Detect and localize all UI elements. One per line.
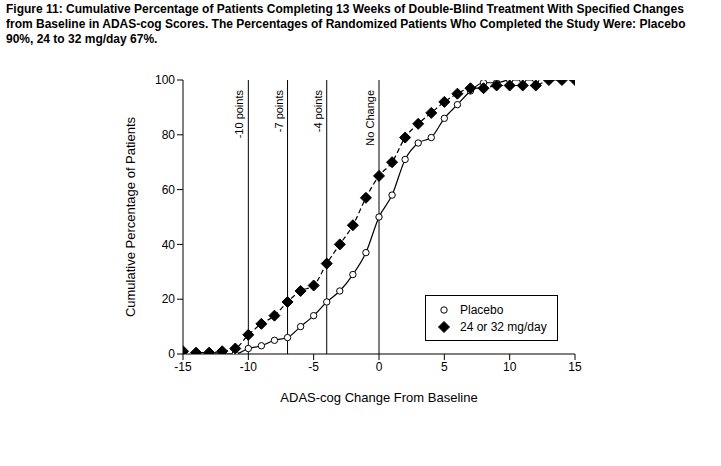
svg-text:80: 80 <box>162 128 176 142</box>
svg-text:-4 points: -4 points <box>312 90 324 133</box>
svg-text:20: 20 <box>162 292 176 306</box>
svg-text:-15: -15 <box>174 360 192 374</box>
svg-text:No Change: No Change <box>364 90 376 146</box>
svg-text:0: 0 <box>376 360 383 374</box>
svg-text:15: 15 <box>568 360 582 374</box>
svg-text:60: 60 <box>162 183 176 197</box>
svg-text:ADAS-cog Change From Baseline: ADAS-cog Change From Baseline <box>280 390 477 405</box>
html-text:Placebo: Placebo <box>460 302 504 317</box>
svg-text:5: 5 <box>441 360 448 374</box>
svg-text:10: 10 <box>503 360 517 374</box>
svg-text:-10: -10 <box>240 360 258 374</box>
svg-text:Cumulative Percentage of Patie: Cumulative Percentage of Patients <box>123 116 138 317</box>
html-text:Figure 11: Cumulative Percenta: Figure 11: Cumulative Percentage of Pati… <box>6 2 686 46</box>
svg-text:0: 0 <box>168 347 175 361</box>
svg-text:40: 40 <box>162 238 176 252</box>
svg-text:100: 100 <box>155 73 175 87</box>
svg-text:-7 points: -7 points <box>273 90 285 133</box>
html-text:24 or 32 mg/day: 24 or 32 mg/day <box>460 319 547 334</box>
svg-text:-5: -5 <box>308 360 319 374</box>
svg-text:-10 points: -10 points <box>233 90 245 139</box>
